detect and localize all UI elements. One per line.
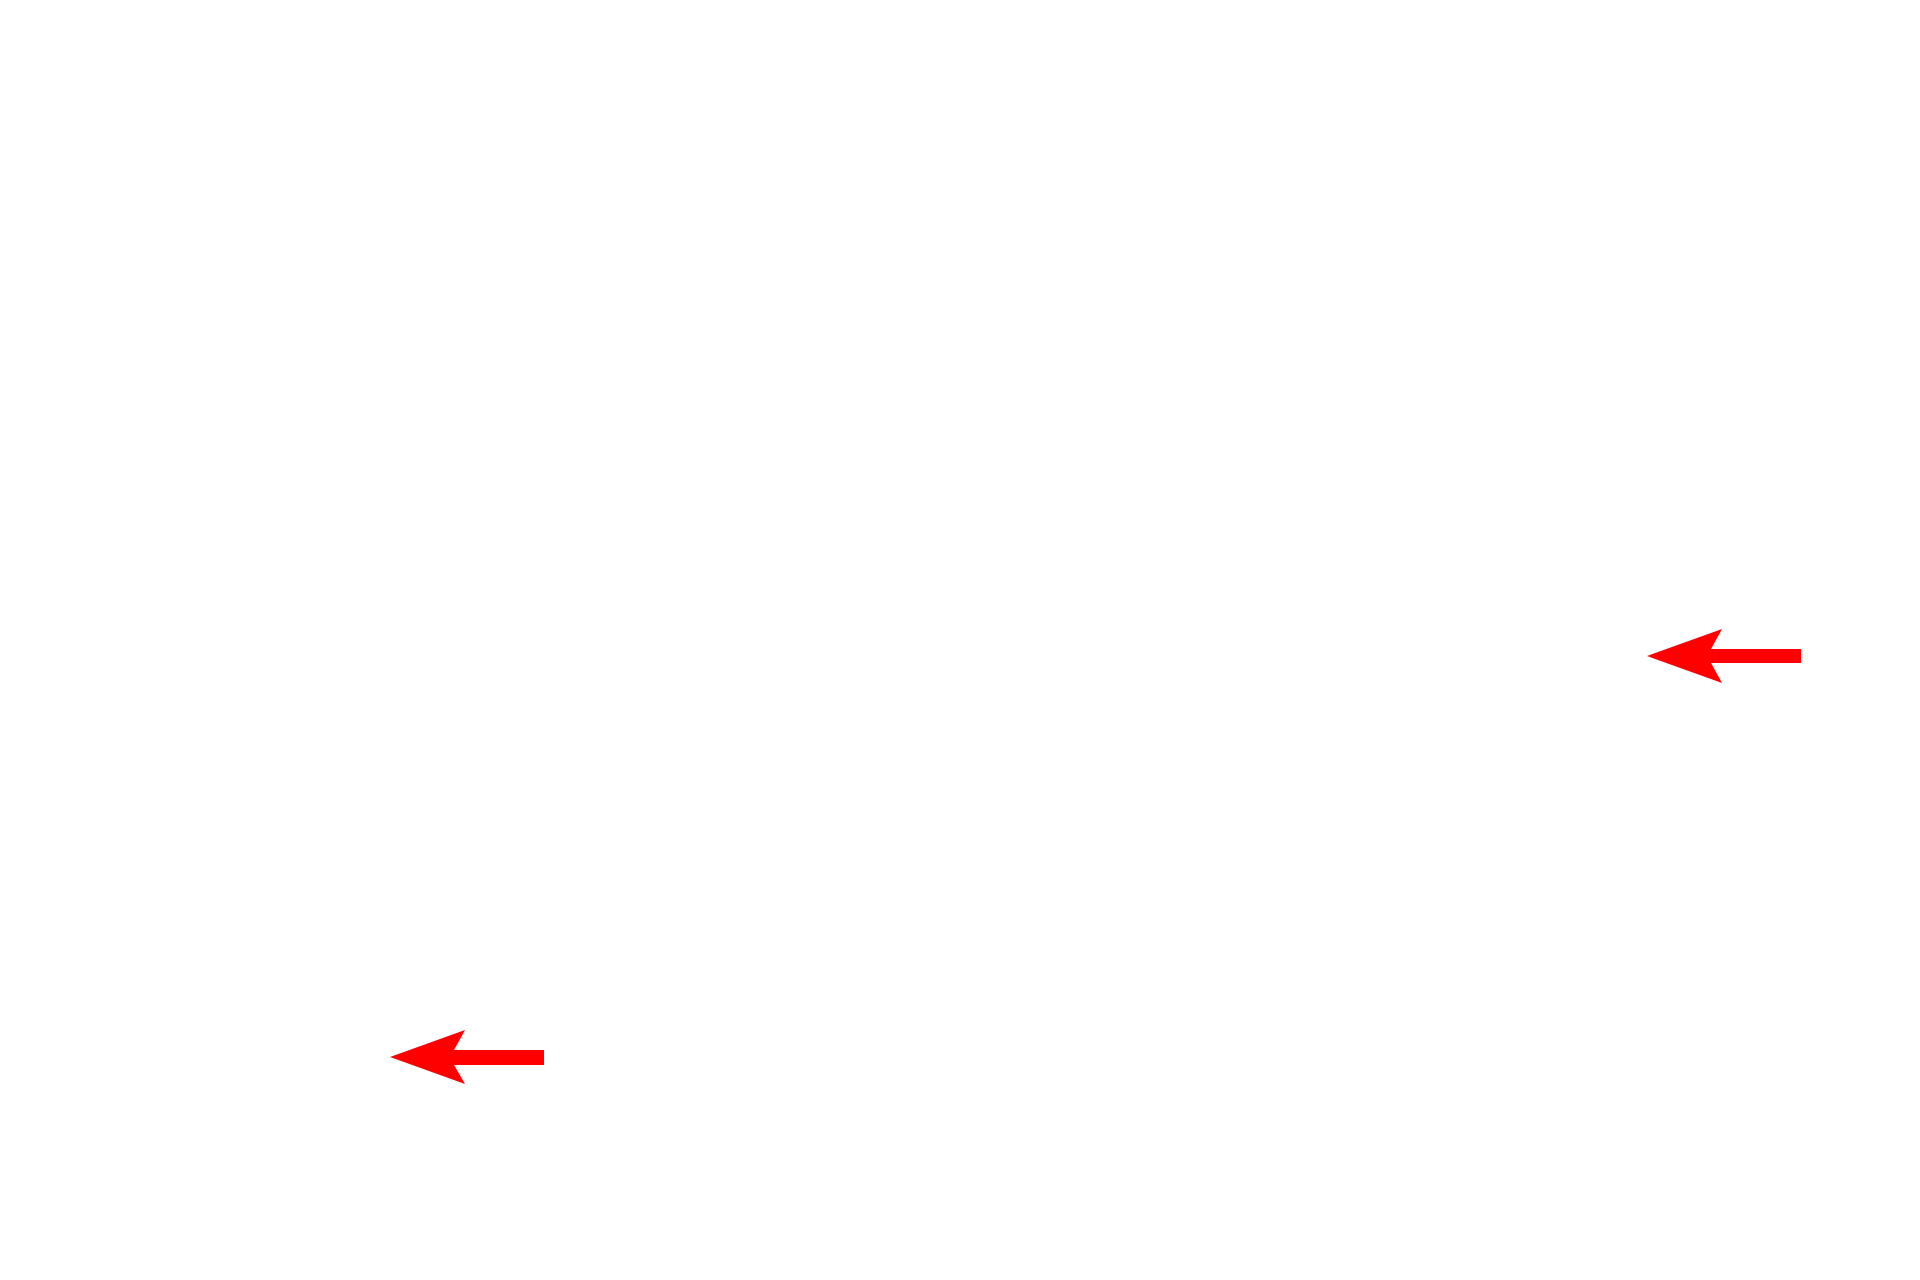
- arrow: [390, 1030, 544, 1084]
- arrow: [1647, 629, 1801, 683]
